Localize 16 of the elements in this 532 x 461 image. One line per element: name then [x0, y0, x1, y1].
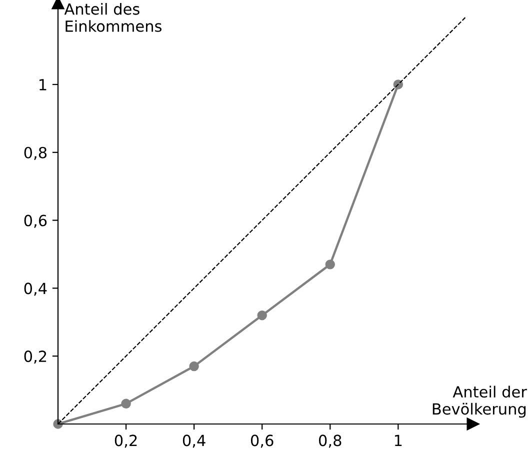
y-tick-label: 0,8: [24, 146, 47, 160]
x-tick-label: 0,2: [114, 434, 137, 448]
x-tick-label: 0,4: [182, 434, 206, 448]
y-axis-title: Anteil des Einkommens: [64, 3, 162, 32]
point: [325, 260, 335, 270]
point: [189, 361, 199, 372]
point: [257, 310, 267, 320]
x-tick-label: 1: [394, 434, 402, 446]
y-tick-label: 0,2: [24, 350, 46, 364]
x-tick-label: 0,6: [250, 434, 274, 448]
x-axis-title: Anteil der Bevölkerung: [432, 386, 527, 418]
x-tick-label: 0,8: [318, 434, 342, 448]
y-tick-label: 0,6: [24, 214, 47, 228]
y-tick-label: 0,4: [24, 282, 47, 296]
y-tick-label: 1: [40, 79, 46, 90]
point: [121, 398, 131, 408]
